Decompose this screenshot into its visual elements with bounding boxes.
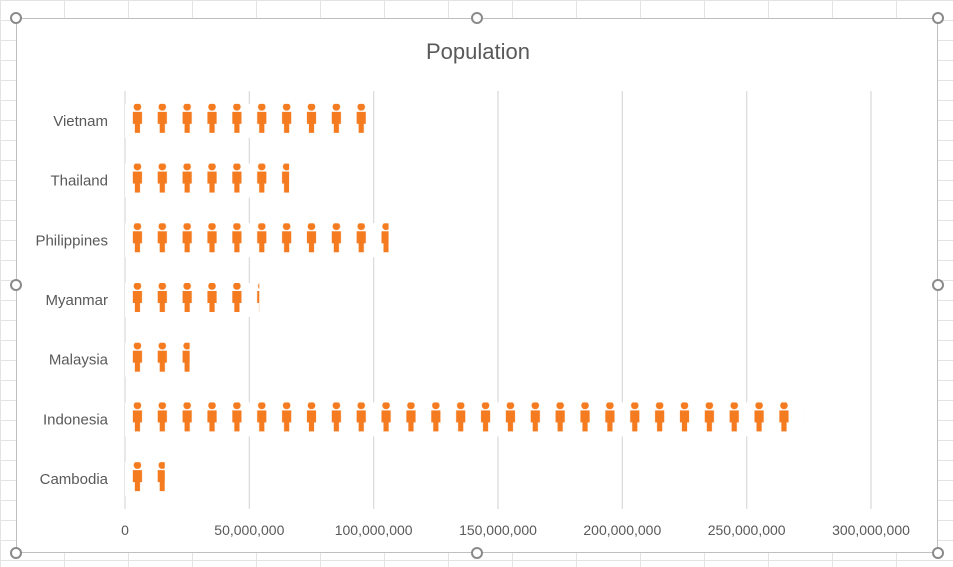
category-label: Malaysia bbox=[49, 352, 109, 369]
bar-myanmar[interactable] bbox=[125, 283, 260, 317]
bar-philippines[interactable] bbox=[125, 223, 389, 258]
resize-handle-middle-left[interactable] bbox=[10, 279, 22, 291]
gridlines bbox=[124, 91, 872, 509]
category-label: Vietnam bbox=[53, 113, 108, 130]
bar-malaysia[interactable] bbox=[125, 342, 190, 377]
resize-handle-bottom-middle[interactable] bbox=[471, 547, 483, 559]
person-icon bbox=[125, 103, 367, 138]
resize-handle-top-right[interactable] bbox=[932, 12, 944, 24]
chart-area[interactable]: Population Vietnam Thailand Philippines Mya… bbox=[16, 18, 938, 553]
bars bbox=[125, 103, 804, 497]
category-label: Indonesia bbox=[43, 411, 109, 428]
category-labels: Vietnam Thailand Philippines Myanmar Malaysi… bbox=[35, 113, 108, 488]
chart-title: Population bbox=[426, 39, 530, 64]
category-label: Philippines bbox=[35, 232, 108, 249]
resize-handle-middle-right[interactable] bbox=[932, 279, 944, 291]
resize-handle-top-middle[interactable] bbox=[471, 12, 483, 24]
x-tick-label: 0 bbox=[121, 522, 129, 538]
person-icon bbox=[125, 163, 290, 198]
person-icon bbox=[125, 283, 260, 317]
category-label: Thailand bbox=[50, 173, 108, 190]
resize-handle-bottom-left[interactable] bbox=[10, 547, 22, 559]
x-tick-label: 50,000,000 bbox=[214, 522, 284, 538]
x-tick-label: 200,000,000 bbox=[583, 522, 661, 538]
person-icon bbox=[125, 223, 389, 258]
x-tick-label: 150,000,000 bbox=[459, 522, 537, 538]
resize-handle-top-left[interactable] bbox=[10, 12, 22, 24]
bar-cambodia[interactable] bbox=[125, 462, 165, 497]
population-chart: Population Vietnam Thailand Philippines Mya… bbox=[35, 39, 910, 538]
resize-handle-bottom-right[interactable] bbox=[932, 547, 944, 559]
person-icon bbox=[125, 402, 804, 437]
x-tick-label: 100,000,000 bbox=[335, 522, 413, 538]
person-icon bbox=[125, 462, 165, 497]
bar-indonesia[interactable] bbox=[125, 402, 804, 437]
category-label: Myanmar bbox=[45, 292, 108, 309]
person-icon bbox=[125, 342, 190, 377]
x-axis-tick-labels: 0 50,000,000 100,000,000 150,000,000 200,000… bbox=[121, 522, 910, 538]
x-tick-label: 300,000,000 bbox=[832, 522, 910, 538]
x-tick-label: 250,000,000 bbox=[708, 522, 786, 538]
bar-thailand[interactable] bbox=[125, 163, 290, 198]
bar-vietnam[interactable] bbox=[125, 103, 367, 138]
category-label: Cambodia bbox=[40, 471, 109, 488]
